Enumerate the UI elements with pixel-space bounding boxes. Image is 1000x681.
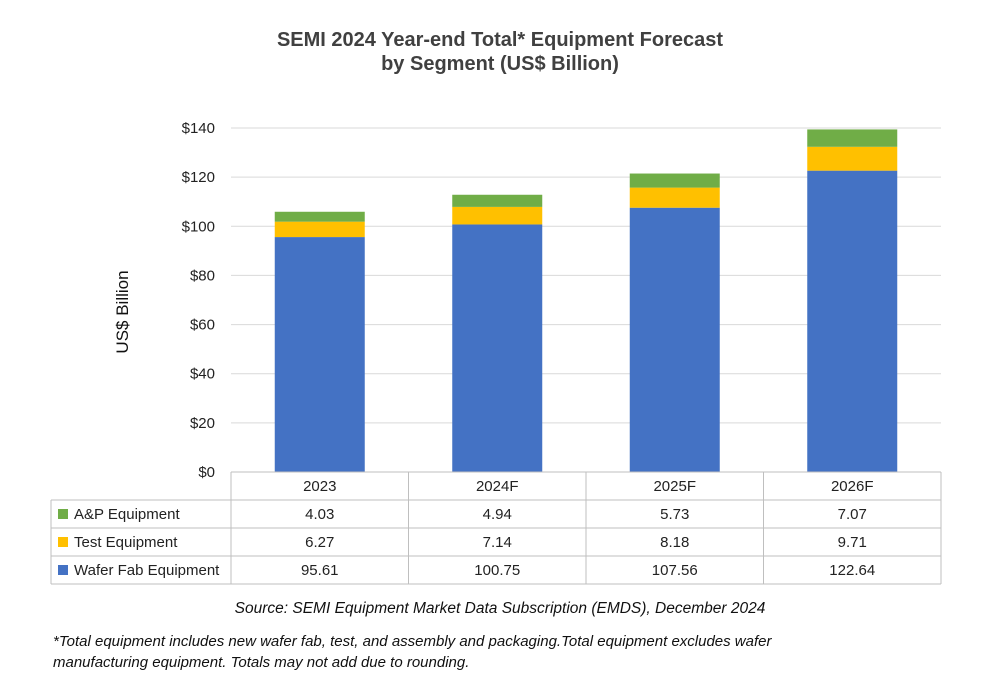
bar-wafer-fab-equipment-2026f — [807, 170, 898, 472]
data-label-test-equipment-2025f: 8.18 — [660, 534, 689, 551]
bar-a-p-equipment-2026f — [807, 129, 898, 147]
footnote-line-2: manufacturing equipment. Totals may not … — [53, 654, 470, 671]
y-tick-label: $140 — [182, 120, 215, 137]
chart-title-line-2: by Segment (US$ Billion) — [381, 53, 619, 75]
footnote: *Total equipment includes new wafer fab,… — [53, 631, 953, 673]
y-tick-label: $120 — [182, 169, 215, 186]
y-axis-label: US$ Billion — [113, 270, 132, 353]
bar-a-p-equipment-2024f — [452, 194, 543, 207]
x-tick-label: 2023 — [303, 478, 336, 495]
legend-key-a-p-equipment — [58, 509, 68, 519]
bar-test-equipment-2024f — [452, 206, 543, 225]
bar-a-p-equipment-2025f — [629, 173, 720, 188]
data-label-test-equipment-2024f: 7.14 — [483, 534, 512, 551]
legend-key-test-equipment — [58, 537, 68, 547]
stacked-bar-chart: $0 $20 $40 $60 $80 $100 $120 $140 US$ Billion 202… — [50, 120, 942, 585]
data-label-a-p-equipment-2025f: 5.73 — [660, 506, 689, 523]
bar-wafer-fab-equipment-2023 — [274, 237, 365, 472]
data-label-wafer-fab-equipment-2025f: 107.56 — [652, 562, 698, 579]
legend-label-wafer-fab-equipment: Wafer Fab Equipment — [74, 562, 220, 579]
legend-label-test-equipment: Test Equipment — [74, 534, 178, 551]
data-label-a-p-equipment-2026f: 7.07 — [838, 506, 867, 523]
bar-test-equipment-2023 — [274, 221, 365, 238]
chart-title-line-1: SEMI 2024 Year-end Total* Equipment Fore… — [276, 29, 724, 51]
bar-wafer-fab-equipment-2024f — [452, 224, 543, 472]
y-tick-label: $0 — [198, 464, 215, 481]
y-tick-label: $60 — [190, 317, 215, 334]
source-note: Source: SEMI Equipment Market Data Subsc… — [234, 600, 766, 617]
legend-key-wafer-fab-equipment — [58, 565, 68, 575]
y-tick-label: $80 — [190, 267, 215, 284]
footnote-line-1: *Total equipment includes new wafer fab,… — [53, 633, 772, 650]
x-tick-label: 2025F — [653, 478, 696, 495]
y-tick-label: $100 — [182, 218, 215, 235]
data-label-wafer-fab-equipment-2023: 95.61 — [301, 562, 339, 579]
y-tick-label: $40 — [190, 366, 215, 383]
bar-wafer-fab-equipment-2025f — [629, 207, 720, 472]
data-label-a-p-equipment-2023: 4.03 — [305, 506, 334, 523]
data-label-test-equipment-2026f: 9.71 — [838, 534, 867, 551]
x-tick-label: 2026F — [831, 478, 874, 495]
bar-a-p-equipment-2023 — [274, 211, 365, 222]
data-label-wafer-fab-equipment-2024f: 100.75 — [474, 562, 520, 579]
x-tick-label: 2024F — [476, 478, 519, 495]
data-label-wafer-fab-equipment-2026f: 122.64 — [829, 562, 875, 579]
chart-title: SEMI 2024 Year-end Total* Equipment Fore… — [0, 28, 1000, 76]
data-label-test-equipment-2023: 6.27 — [305, 534, 334, 551]
data-label-a-p-equipment-2024f: 4.94 — [483, 506, 512, 523]
bar-test-equipment-2025f — [629, 187, 720, 208]
legend-label-a-p-equipment: A&P Equipment — [74, 506, 180, 523]
y-tick-label: $20 — [190, 415, 215, 432]
bar-test-equipment-2026f — [807, 146, 898, 171]
